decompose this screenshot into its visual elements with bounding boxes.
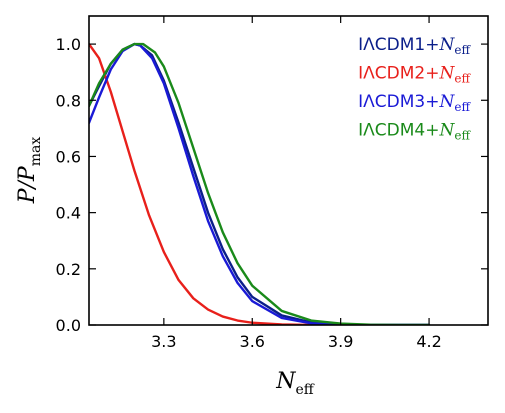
y-tick-label: 0.0 <box>56 316 81 335</box>
svg-text:P/Pmax: P/Pmax <box>15 137 44 205</box>
series-line-2 <box>89 42 372 325</box>
series-line-4 <box>89 42 431 325</box>
legend-entry-3: IΛCDM3+Neff <box>358 92 471 114</box>
x-axis-label: Neff <box>275 369 315 398</box>
legend: IΛCDM1+Neff IΛCDM2+Neff IΛCDM3+Neff IΛCDM4+… <box>358 35 471 143</box>
legend-entry-4: IΛCDM4+Neff <box>358 121 471 143</box>
series-layer <box>89 42 431 325</box>
y-tick-label: 0.8 <box>56 91 81 110</box>
y-tick-label: 0.4 <box>56 204 81 223</box>
x-tick-label: 3.9 <box>328 332 353 351</box>
y-tick-label: 0.2 <box>56 260 81 279</box>
y-axis-label: P/Pmax <box>15 137 44 205</box>
legend-entry-1: IΛCDM1+Neff <box>358 35 471 57</box>
x-tick-label: 3.3 <box>151 332 176 351</box>
y-tick-label: 0.6 <box>56 147 81 166</box>
x-tick-label: 4.2 <box>416 332 441 351</box>
ticks-layer: 3.3 3.6 3.9 4.2 0.0 0.2 0.4 0.6 0.8 1.0 <box>56 16 488 351</box>
x-tick-label: 3.6 <box>240 332 265 351</box>
legend-entry-2: IΛCDM2+Neff <box>358 64 471 86</box>
y-tick-label: 1.0 <box>56 35 81 54</box>
axes-frame <box>88 15 489 326</box>
